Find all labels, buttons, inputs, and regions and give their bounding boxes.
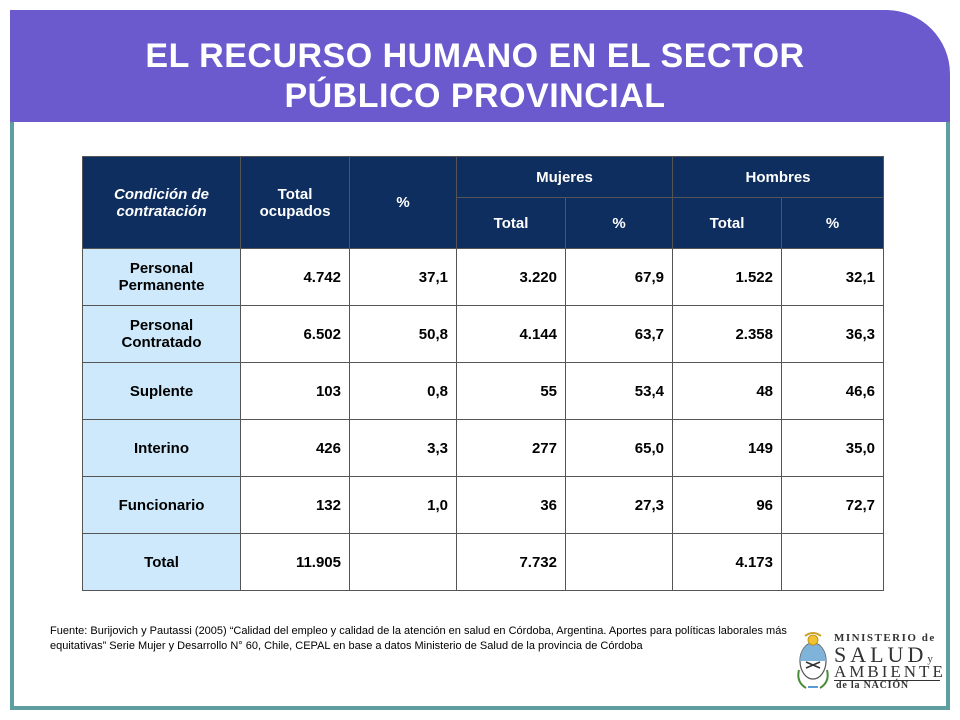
human-resources-table: Condición de contratación Total ocupados… xyxy=(82,156,884,591)
header-mujeres: Mujeres xyxy=(456,156,673,198)
cell-hombres-total: 149 xyxy=(672,419,782,477)
cell-mujeres-total: 3.220 xyxy=(456,248,566,306)
cell-mujeres-pct: 67,9 xyxy=(565,248,673,306)
slide-frame-left xyxy=(10,118,14,710)
slide-frame-right xyxy=(946,100,950,710)
title-banner: EL RECURSO HUMANO EN EL SECTOR PÚBLICO P… xyxy=(10,10,950,122)
cell-mujeres-total: 277 xyxy=(456,419,566,477)
slide-title-line-1: EL RECURSO HUMANO EN EL SECTOR xyxy=(145,37,805,75)
header-mujeres-total: Total xyxy=(456,197,566,249)
cell-total: 6.502 xyxy=(240,305,350,363)
row-label: Funcionario xyxy=(82,476,241,534)
table-row: Interino 426 3,3 277 65,0 149 35,0 xyxy=(82,419,884,477)
header-total-ocupados: Total ocupados xyxy=(240,156,350,249)
cell-hombres-pct: 32,1 xyxy=(781,248,884,306)
cell-pct: 37,1 xyxy=(349,248,457,306)
slide-frame-bottom xyxy=(10,706,950,710)
table-row-total: Total 11.905 7.732 4.173 xyxy=(82,533,884,591)
header-hombres-total: Total xyxy=(672,197,782,249)
cell-mujeres-pct: 53,4 xyxy=(565,362,673,420)
cell-total: 103 xyxy=(240,362,350,420)
table-row: Personal Permanente 4.742 37,1 3.220 67,… xyxy=(82,248,884,306)
cell-mujeres-pct: 63,7 xyxy=(565,305,673,363)
slide-title: EL RECURSO HUMANO EN EL SECTOR PÚBLICO P… xyxy=(10,36,940,116)
logo-line-3: AMBIENTE xyxy=(834,662,946,681)
cell-hombres-total: 48 xyxy=(672,362,782,420)
ministry-logo: MINISTERIO de SALUDy AMBIENTE de la NACI… xyxy=(796,628,944,694)
cell-total: 426 xyxy=(240,419,350,477)
cell-hombres-total: 96 xyxy=(672,476,782,534)
logo-line-1: MINISTERIO de xyxy=(834,632,936,644)
logo-rule xyxy=(834,680,940,681)
cell-hombres-pct: 36,3 xyxy=(781,305,884,363)
cell-mujeres-pct: 27,3 xyxy=(565,476,673,534)
row-label: Total xyxy=(82,533,241,591)
header-pct: % xyxy=(349,156,457,249)
cell-total: 132 xyxy=(240,476,350,534)
logo-y: y xyxy=(927,653,933,665)
cell-hombres-total: 4.173 xyxy=(672,533,782,591)
row-label: Suplente xyxy=(82,362,241,420)
logo-line-4: de la NACIÓN xyxy=(836,680,909,691)
cell-hombres-pct: 72,7 xyxy=(781,476,884,534)
cell-mujeres-pct: 65,0 xyxy=(565,419,673,477)
cell-pct xyxy=(349,533,457,591)
table-row: Funcionario 132 1,0 36 27,3 96 72,7 xyxy=(82,476,884,534)
cell-mujeres-pct xyxy=(565,533,673,591)
cell-mujeres-total: 36 xyxy=(456,476,566,534)
cell-hombres-total: 2.358 xyxy=(672,305,782,363)
table-row: Personal Contratado 6.502 50,8 4.144 63,… xyxy=(82,305,884,363)
cell-hombres-pct: 35,0 xyxy=(781,419,884,477)
cell-hombres-pct xyxy=(781,533,884,591)
logo-line-2: SALUDy xyxy=(834,642,933,668)
header-condicion: Condición de contratación xyxy=(82,156,241,249)
source-note: Fuente: Burijovich y Pautassi (2005) “Ca… xyxy=(50,625,787,652)
cell-mujeres-total: 7.732 xyxy=(456,533,566,591)
cell-hombres-pct: 46,6 xyxy=(781,362,884,420)
cell-pct: 3,3 xyxy=(349,419,457,477)
row-label: Interino xyxy=(82,419,241,477)
cell-pct: 1,0 xyxy=(349,476,457,534)
logo-salud: SALUD xyxy=(834,642,928,667)
slide-title-line-2: PÚBLICO PROVINCIAL xyxy=(284,77,666,115)
cell-pct: 0,8 xyxy=(349,362,457,420)
header-mujeres-pct: % xyxy=(565,197,673,249)
argentina-coat-of-arms-icon xyxy=(797,632,829,689)
row-label: Personal Permanente xyxy=(82,248,241,306)
row-label: Personal Contratado xyxy=(82,305,241,363)
cell-mujeres-total: 55 xyxy=(456,362,566,420)
header-hombres-pct: % xyxy=(781,197,884,249)
cell-total: 11.905 xyxy=(240,533,350,591)
table-row: Suplente 103 0,8 55 53,4 48 46,6 xyxy=(82,362,884,420)
cell-hombres-total: 1.522 xyxy=(672,248,782,306)
cell-pct: 50,8 xyxy=(349,305,457,363)
header-hombres: Hombres xyxy=(672,156,884,198)
cell-total: 4.742 xyxy=(240,248,350,306)
cell-mujeres-total: 4.144 xyxy=(456,305,566,363)
